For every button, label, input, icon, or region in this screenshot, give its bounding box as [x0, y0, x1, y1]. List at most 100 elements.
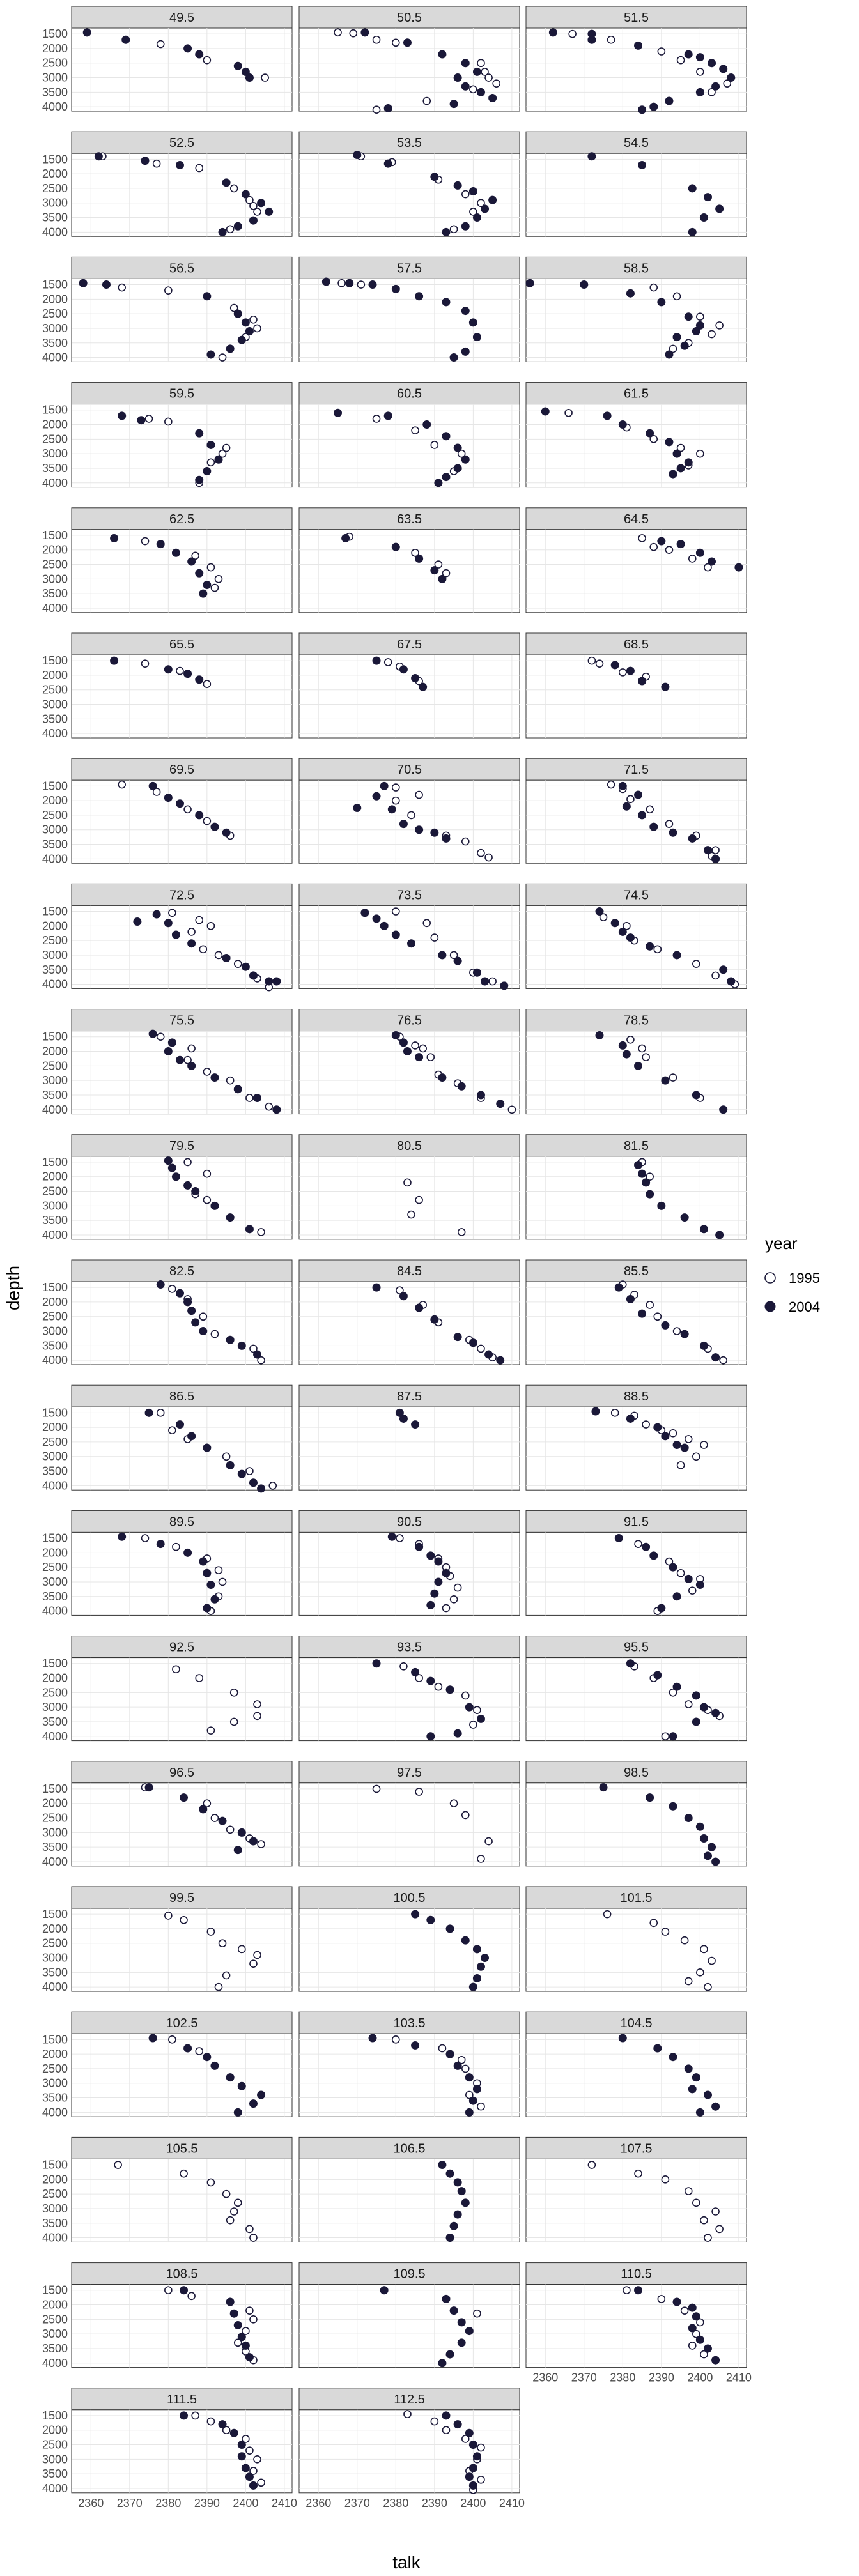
panel-background	[525, 654, 747, 739]
point-2004	[415, 554, 424, 563]
point-2004	[680, 1330, 689, 1338]
point-2004	[144, 1408, 153, 1417]
point-1995	[253, 1951, 261, 1959]
point-2004	[699, 1834, 708, 1843]
facet-panel: 107.5	[525, 2136, 747, 2242]
y-tick-label: 3000	[42, 2202, 68, 2215]
point-2004	[411, 1910, 420, 1919]
point-2004	[626, 1294, 635, 1303]
facet-panel: 63.5	[298, 507, 520, 613]
point-2004	[372, 792, 381, 801]
y-tick-label: 2000	[42, 293, 68, 305]
point-2004	[692, 1691, 700, 1700]
point-1995	[692, 1452, 700, 1461]
point-2004	[249, 2099, 258, 2108]
y-tick-label: 3500	[42, 1339, 68, 1352]
facet-strip-label: 61.5	[624, 387, 649, 401]
facet-strip	[298, 1510, 520, 1533]
point-2004	[442, 1568, 451, 1577]
point-2004	[391, 284, 400, 293]
point-2004	[618, 781, 627, 790]
point-1995	[457, 2055, 466, 2064]
facet-strip	[71, 758, 293, 781]
point-1995	[711, 2207, 720, 2216]
y-tick-label: 3500	[42, 963, 68, 976]
point-2004	[237, 2441, 246, 2450]
point-1995	[407, 1210, 415, 1219]
point-2004	[453, 1333, 462, 1342]
point-1995	[672, 1327, 681, 1335]
x-tick-label: 2360	[78, 2497, 104, 2510]
y-tick-label: 2000	[42, 919, 68, 932]
point-2004	[206, 1581, 215, 1590]
point-2004	[265, 977, 274, 986]
facet-strip	[71, 1134, 293, 1157]
y-tick-label: 2000	[42, 2173, 68, 2186]
point-2004	[445, 2169, 454, 2178]
facet-panel: 88.5	[525, 1384, 747, 1491]
point-2004	[653, 1423, 662, 1432]
point-2004	[199, 1557, 208, 1566]
point-2004	[245, 73, 254, 82]
facet-strip-label: 72.5	[169, 888, 194, 902]
y-tick-label: 3500	[42, 462, 68, 475]
facet-strip-label: 59.5	[169, 387, 194, 401]
point-2004	[237, 1341, 246, 1350]
y-tick-label: 3500	[42, 1465, 68, 1478]
point-2004	[461, 82, 470, 91]
point-2004	[241, 190, 250, 199]
point-2004	[203, 1568, 212, 1577]
point-2004	[191, 1318, 200, 1327]
point-2004	[265, 207, 274, 216]
point-1995	[195, 1674, 204, 1682]
point-1995	[180, 1915, 188, 1924]
point-2004	[472, 2085, 481, 2094]
point-2004	[672, 449, 681, 458]
facet-strip	[298, 1384, 520, 1407]
facet-strip-label: 91.5	[624, 1515, 649, 1529]
point-1995	[700, 2350, 708, 2359]
point-1995	[222, 1971, 231, 1980]
facet-strip-label: 109.5	[393, 2267, 425, 2281]
point-2004	[403, 1047, 412, 1056]
point-2004	[488, 195, 497, 204]
point-1995	[430, 441, 439, 449]
point-2004	[626, 1659, 635, 1668]
point-1995	[684, 1435, 693, 1443]
y-tick-label: 1500	[42, 1281, 68, 1294]
point-1995	[206, 1726, 215, 1735]
point-1995	[206, 922, 215, 930]
point-2004	[233, 2320, 242, 2329]
y-tick-label: 4000	[42, 602, 68, 615]
point-2004	[226, 2297, 235, 2306]
point-1995	[214, 1566, 223, 1574]
point-1995	[692, 960, 700, 968]
point-1995	[156, 40, 165, 49]
y-tick-label: 1500	[42, 654, 68, 667]
point-2004	[175, 799, 184, 808]
point-2004	[465, 1703, 474, 1712]
point-1995	[696, 68, 704, 76]
point-1995	[249, 1344, 258, 1353]
y-tick-label: 1500	[42, 1908, 68, 1920]
x-axes: 2360 2370 2380 2390 2400 2410 2360 2370 2380 2390…	[78, 2372, 752, 2510]
point-1995	[168, 1426, 176, 1434]
point-2004	[672, 333, 681, 342]
point-2004	[183, 1298, 192, 1307]
point-2004	[241, 67, 250, 76]
y-tick-label: 1500	[42, 2159, 68, 2172]
point-1995	[649, 283, 658, 292]
facet-panel: 102.5 1500 2000 2500 3000 3500 4000	[42, 2011, 293, 2119]
point-2004	[646, 1190, 654, 1199]
point-2004	[249, 971, 258, 980]
point-1995	[649, 542, 658, 551]
point-2004	[618, 927, 627, 936]
point-1995	[403, 1178, 412, 1187]
point-2004	[210, 1201, 219, 1210]
facet-strip	[525, 1009, 747, 1032]
point-2004	[203, 580, 212, 589]
point-2004	[695, 2108, 704, 2117]
point-2004	[634, 1061, 643, 1070]
